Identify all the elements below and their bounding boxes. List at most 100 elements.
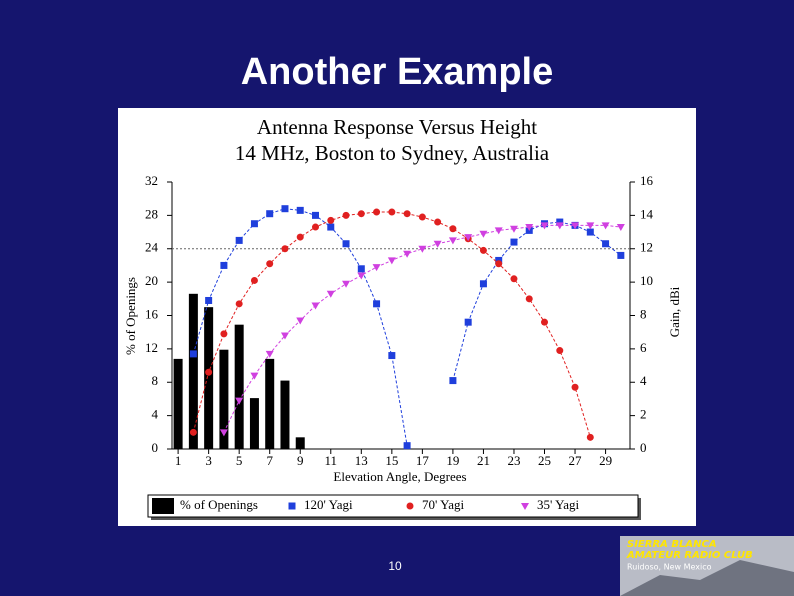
marker (541, 318, 549, 326)
x-tick-label: 27 (569, 453, 583, 468)
marker (403, 250, 412, 258)
marker (601, 222, 610, 230)
logo-mountains (620, 560, 794, 596)
marker (250, 372, 259, 380)
marker (220, 261, 228, 269)
y-tick-label: 20 (145, 273, 158, 288)
x-tick-label: 5 (236, 453, 243, 468)
legend-label: % of Openings (180, 497, 258, 512)
marker (418, 245, 427, 253)
marker (616, 224, 625, 232)
marker (571, 383, 579, 391)
chart-title: Antenna Response Versus Height (257, 115, 537, 139)
logo-line1: SIERRA BLANCA (627, 539, 717, 550)
x-tick-label: 7 (266, 453, 273, 468)
marker (571, 222, 580, 230)
marker (403, 210, 411, 218)
marker (586, 433, 594, 441)
bar (265, 358, 275, 449)
marker (281, 205, 289, 213)
marker (281, 245, 289, 253)
legend-label: 35' Yagi (537, 497, 579, 512)
marker (449, 377, 457, 385)
marker (464, 234, 473, 242)
marker (509, 225, 518, 233)
x-tick-label: 25 (538, 453, 551, 468)
legend-swatch (521, 503, 529, 510)
marker (586, 222, 595, 230)
y-tick-label: 24 (145, 240, 159, 255)
series-line (223, 224, 621, 433)
marker (617, 251, 625, 259)
x-tick-label: 21 (477, 453, 490, 468)
y2-axis-title: Gain, dBi (667, 286, 682, 337)
y2-tick-label: 10 (640, 273, 653, 288)
marker (555, 222, 564, 230)
marker (342, 280, 351, 288)
bar (295, 437, 305, 449)
marker (479, 280, 487, 288)
y-tick-label: 28 (145, 206, 158, 221)
marker (205, 368, 213, 376)
x-tick-label: 11 (325, 453, 338, 468)
x-axis-title: Elevation Angle, Degrees (333, 469, 466, 484)
marker (250, 276, 258, 284)
legend-swatch (406, 502, 414, 510)
y-tick-label: 8 (152, 373, 159, 388)
y-tick-label: 32 (145, 173, 158, 188)
y2-tick-label: 6 (640, 340, 647, 355)
x-tick-label: 19 (446, 453, 459, 468)
bar (204, 307, 214, 449)
marker (387, 257, 396, 265)
marker (189, 350, 197, 358)
legend-label: 120' Yagi (304, 497, 353, 512)
slide-title: Another Example (241, 51, 554, 93)
y-tick-label: 4 (152, 407, 159, 422)
marker (327, 223, 335, 231)
marker (556, 218, 564, 226)
marker (479, 230, 488, 238)
y-axis-title: % of Openings (123, 277, 138, 355)
bar (249, 398, 259, 449)
y2-tick-label: 4 (640, 373, 647, 388)
y2-tick-label: 16 (640, 173, 654, 188)
marker (235, 300, 243, 308)
marker (357, 210, 365, 218)
marker (556, 347, 564, 355)
marker (280, 332, 289, 340)
marker (266, 260, 274, 268)
marker (525, 295, 533, 303)
marker (510, 238, 518, 246)
x-tick-label: 3 (205, 453, 212, 468)
x-tick-label: 1 (175, 453, 182, 468)
marker (235, 236, 243, 244)
y2-tick-label: 8 (640, 306, 647, 321)
marker (250, 220, 258, 228)
marker (448, 237, 457, 245)
marker (312, 223, 320, 231)
marker (602, 240, 610, 248)
y-tick-label: 16 (145, 306, 159, 321)
legend-swatch (288, 502, 296, 510)
marker (342, 211, 350, 219)
bar (173, 358, 183, 449)
marker (342, 240, 350, 248)
x-tick-label: 13 (355, 453, 368, 468)
marker (388, 352, 396, 360)
marker (434, 218, 442, 226)
bar (280, 380, 290, 449)
x-tick-label: 29 (599, 453, 612, 468)
logo-line2: AMATEUR RADIO CLUB (626, 550, 753, 561)
marker (388, 208, 396, 216)
x-tick-label: 15 (385, 453, 398, 468)
marker (326, 290, 335, 298)
y-tick-label: 12 (145, 340, 158, 355)
marker (464, 318, 472, 326)
marker (449, 225, 457, 233)
marker (495, 260, 503, 268)
marker (418, 213, 426, 221)
marker (265, 350, 274, 358)
marker (540, 222, 549, 230)
chart-panel (118, 108, 696, 526)
